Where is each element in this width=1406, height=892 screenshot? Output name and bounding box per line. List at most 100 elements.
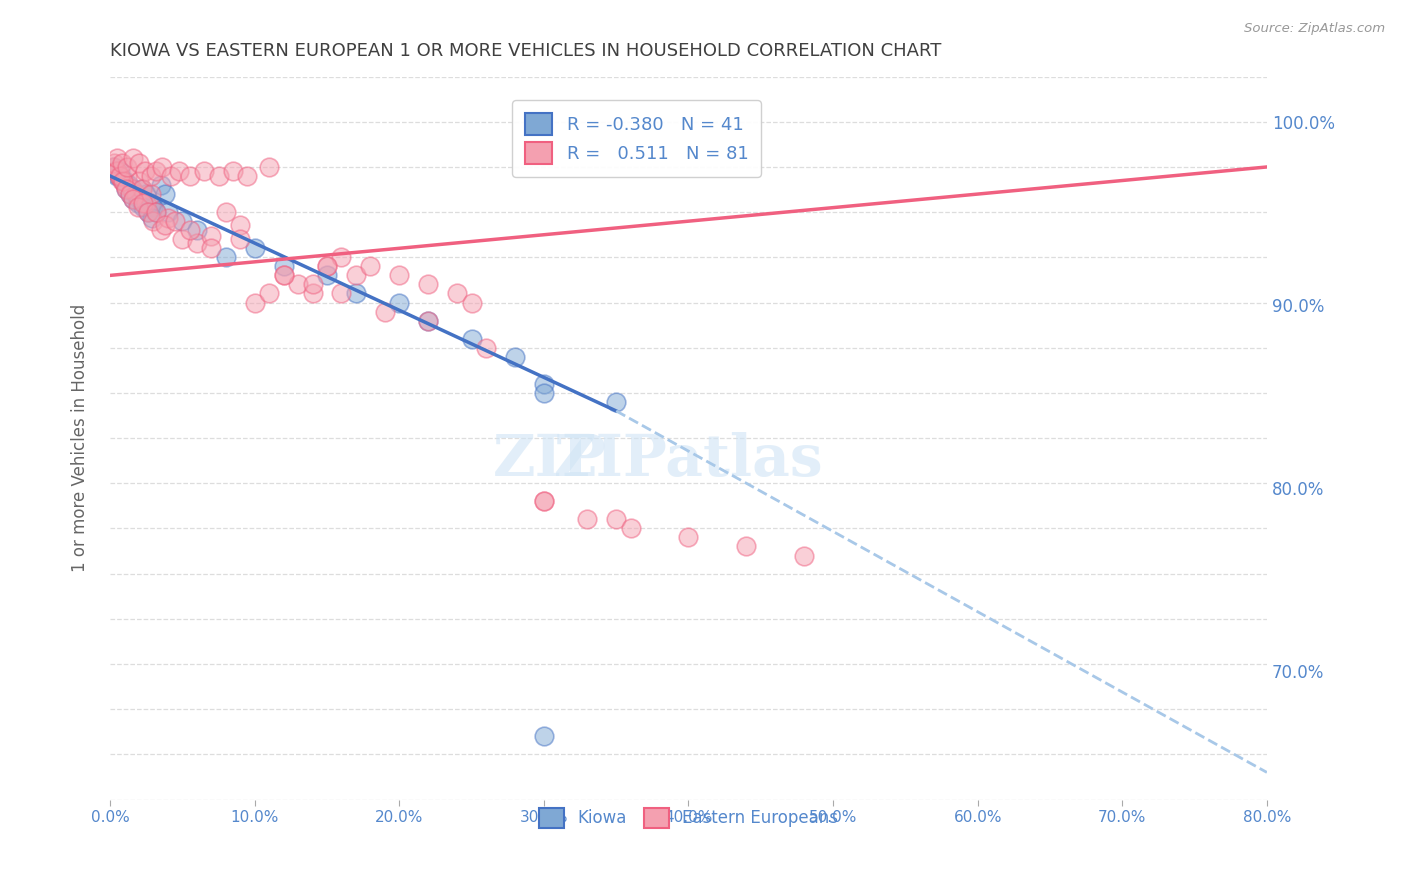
Point [503,350,526,364]
Point [301,277,323,292]
Point [193,163,215,178]
Point [605,512,627,526]
Point [186,223,208,237]
Point [344,286,367,301]
Point [257,286,280,301]
Point [186,235,208,250]
Point [179,223,201,237]
Point [114,174,136,188]
Point [103,156,125,170]
Point [128,156,150,170]
Point [122,193,145,207]
Point [132,200,155,214]
Point [111,174,134,188]
Point [149,223,172,237]
Point [120,187,142,202]
Point [165,214,187,228]
Point [114,178,136,192]
Point [243,241,266,255]
Point [359,260,381,274]
Point [374,304,396,318]
Point [117,169,139,183]
Point [125,187,148,202]
Point [127,196,149,211]
Point [153,187,176,202]
Point [273,260,295,274]
Point [112,174,135,188]
Point [153,218,176,232]
Point [330,286,353,301]
Point [128,174,150,188]
Point [330,250,353,264]
Point [142,214,165,228]
Point [316,260,339,274]
Point [156,211,179,225]
Point [104,163,127,178]
Point [215,250,238,264]
Point [316,268,339,283]
Point [418,313,440,327]
Point [112,174,135,188]
Point [533,494,555,508]
Text: ZIPatlas: ZIPatlas [554,432,824,488]
Point [145,205,167,219]
Legend: Kiowa, Eastern Europeans: Kiowa, Eastern Europeans [533,801,845,835]
Point [134,163,156,178]
Point [115,181,138,195]
Point [127,200,149,214]
Point [136,205,159,219]
Point [139,196,162,211]
Point [105,169,128,183]
Point [533,729,555,743]
Point [108,163,131,178]
Point [605,395,627,409]
Point [388,295,411,310]
Point [131,181,153,195]
Point [145,205,167,219]
Point [446,286,468,301]
Point [273,268,295,283]
Point [533,494,555,508]
Point [169,163,191,178]
Point [108,169,131,183]
Point [243,295,266,310]
Point [418,277,440,292]
Point [135,196,157,211]
Point [229,232,252,246]
Point [104,163,127,178]
Point [122,193,145,207]
Point [678,531,700,545]
Point [136,205,159,219]
Point [200,228,222,243]
Point [121,181,143,195]
Point [139,187,162,202]
Point [215,205,238,219]
Point [142,200,165,214]
Point [533,376,555,391]
Point [273,268,295,283]
Point [122,151,145,165]
Point [533,385,555,400]
Point [229,218,252,232]
Point [620,521,643,535]
Point [222,163,245,178]
Point [159,169,181,183]
Point [141,211,163,225]
Point [793,549,815,563]
Point [105,151,128,165]
Point [105,163,128,178]
Point [149,178,172,192]
Point [172,214,194,228]
Point [475,341,498,355]
Point [418,313,440,327]
Point [156,205,179,219]
Point [117,160,139,174]
Point [118,178,141,192]
Point [200,241,222,255]
Point [120,187,142,202]
Point [460,295,482,310]
Point [576,512,599,526]
Point [107,169,129,183]
Point [207,169,229,183]
Point [735,540,758,554]
